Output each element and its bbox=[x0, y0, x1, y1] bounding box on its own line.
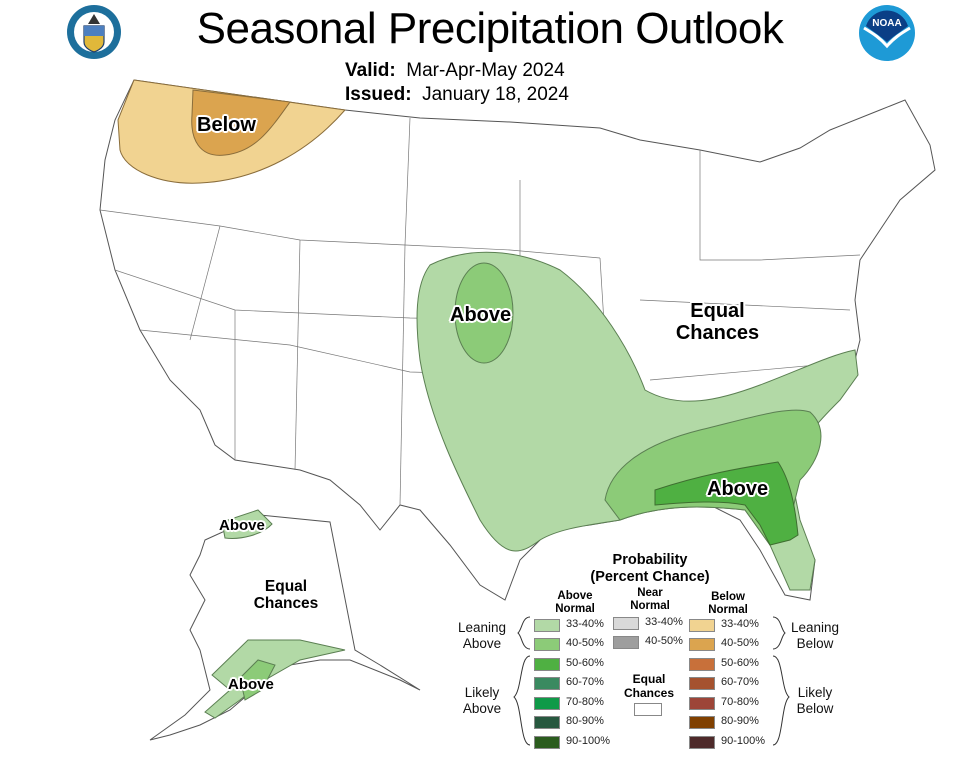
legend-label-above: 33-40% bbox=[566, 618, 604, 630]
label-alaska-equal-chances: Equal Chances bbox=[246, 578, 326, 612]
issued-value: January 18, 2024 bbox=[422, 84, 569, 105]
legend-below-header: Below Normal bbox=[698, 591, 758, 617]
side-line: Below bbox=[796, 636, 834, 652]
alaska-south-above-40-50-region bbox=[239, 659, 276, 701]
legend-label-near: 33-40% bbox=[645, 616, 683, 628]
legend-swatch-below-80-90 bbox=[689, 716, 715, 729]
legend-title-line2: (Percent Chance) bbox=[590, 568, 710, 585]
label-line: Equal bbox=[264, 578, 308, 595]
legend-above-header: Above Normal bbox=[545, 590, 605, 616]
legend-swatch-above-40-50 bbox=[534, 638, 560, 651]
valid-label: Valid: bbox=[345, 60, 396, 81]
legend-swatch-below-90-100 bbox=[689, 736, 715, 749]
alaska-north-above-region bbox=[221, 509, 273, 539]
side-line: Likely bbox=[797, 685, 833, 700]
commerce-seal-logo bbox=[66, 4, 122, 60]
legend-swatch-below-60-70 bbox=[689, 677, 715, 690]
legend-title-line1: Probability bbox=[612, 552, 688, 568]
legend-equal-chances: Equal Chances bbox=[615, 672, 683, 701]
side-line: Leaning bbox=[457, 620, 507, 635]
legend-label-above: 80-90% bbox=[566, 715, 604, 727]
page-title: Seasonal Precipitation Outlook bbox=[196, 4, 784, 53]
legend-leaning-above: Leaning Above bbox=[452, 620, 512, 652]
above-50-60-florida-region bbox=[654, 461, 799, 546]
legend-label-above: 90-100% bbox=[566, 735, 611, 747]
legend-swatch-above-80-90 bbox=[534, 716, 560, 729]
side-line: Likely bbox=[464, 685, 500, 700]
legend-label-near: 40-50% bbox=[645, 635, 683, 647]
legend-swatch-above-50-60 bbox=[534, 658, 560, 671]
label-ohio-equal-chances: Equal Chances bbox=[670, 300, 765, 344]
legend-swatch-near-33-40 bbox=[613, 617, 639, 630]
side-line: Leaning bbox=[790, 620, 840, 635]
legend-swatch-above-70-80 bbox=[534, 697, 560, 710]
side-line: Above bbox=[462, 701, 502, 717]
legend-swatch-below-70-80 bbox=[689, 697, 715, 710]
header-line: Above bbox=[557, 590, 593, 602]
header-line: Normal bbox=[555, 603, 595, 616]
header-line: Normal bbox=[708, 604, 748, 617]
label-alaska-north-above: Above bbox=[219, 517, 265, 534]
noaa-logo: NOAA bbox=[858, 4, 916, 62]
legend-label-above: 50-60% bbox=[566, 657, 604, 669]
legend-label-below: 50-60% bbox=[721, 657, 759, 669]
legend-label-above: 70-80% bbox=[566, 696, 604, 708]
legend-swatch-above-90-100 bbox=[534, 736, 560, 749]
legend-label-below: 80-90% bbox=[721, 715, 759, 727]
label-northwest-below: Below bbox=[197, 114, 256, 136]
label-plains-above: Above bbox=[450, 304, 512, 326]
legend-near-header: Near Normal bbox=[620, 587, 680, 613]
legend-label-below: 40-50% bbox=[721, 637, 759, 649]
legend-swatch-equal-chances bbox=[634, 703, 662, 716]
legend-label-above: 60-70% bbox=[566, 676, 604, 688]
header-line: Below bbox=[711, 591, 745, 603]
legend-braces bbox=[513, 616, 790, 746]
equal-line: Equal bbox=[632, 672, 666, 686]
alaska-outline bbox=[149, 514, 421, 741]
issued-label: Issued: bbox=[345, 84, 412, 105]
label-southeast-above: Above bbox=[707, 478, 769, 500]
legend-swatch-below-40-50 bbox=[689, 638, 715, 651]
header-line: Normal bbox=[630, 600, 670, 613]
legend-likely-below: Likely Below bbox=[785, 685, 845, 717]
label-line: Equal bbox=[690, 300, 745, 322]
legend-leaning-below: Leaning Below bbox=[785, 620, 845, 652]
legend-label-below: 70-80% bbox=[721, 696, 759, 708]
legend-swatch-below-33-40 bbox=[689, 619, 715, 632]
equal-line: Chances bbox=[623, 685, 675, 700]
above-40-50-plains-region bbox=[454, 262, 514, 364]
issued-line: Issued: January 18, 2024 bbox=[345, 84, 569, 106]
below-40-50-region bbox=[191, 89, 291, 156]
legend-title: Probability (Percent Chance) bbox=[570, 552, 730, 585]
valid-line: Valid: Mar-Apr-May 2024 bbox=[345, 60, 565, 82]
label-line: Chances bbox=[253, 595, 319, 613]
legend-label-below: 90-100% bbox=[721, 735, 766, 747]
legend-label-below: 33-40% bbox=[721, 618, 759, 630]
legend-label-above: 40-50% bbox=[566, 637, 604, 649]
legend-label-below: 60-70% bbox=[721, 676, 759, 688]
legend-likely-above: Likely Above bbox=[452, 685, 512, 717]
label-alaska-south-above: Above bbox=[228, 676, 274, 693]
legend-swatch-above-33-40 bbox=[534, 619, 560, 632]
svg-text:NOAA: NOAA bbox=[872, 18, 901, 29]
legend-swatch-above-60-70 bbox=[534, 677, 560, 690]
legend-swatch-near-40-50 bbox=[613, 636, 639, 649]
side-line: Below bbox=[796, 701, 834, 717]
side-line: Above bbox=[462, 636, 502, 652]
valid-value: Mar-Apr-May 2024 bbox=[406, 60, 565, 81]
header-line: Near bbox=[637, 587, 663, 599]
label-line: Chances bbox=[675, 322, 760, 344]
legend-swatch-below-50-60 bbox=[689, 658, 715, 671]
